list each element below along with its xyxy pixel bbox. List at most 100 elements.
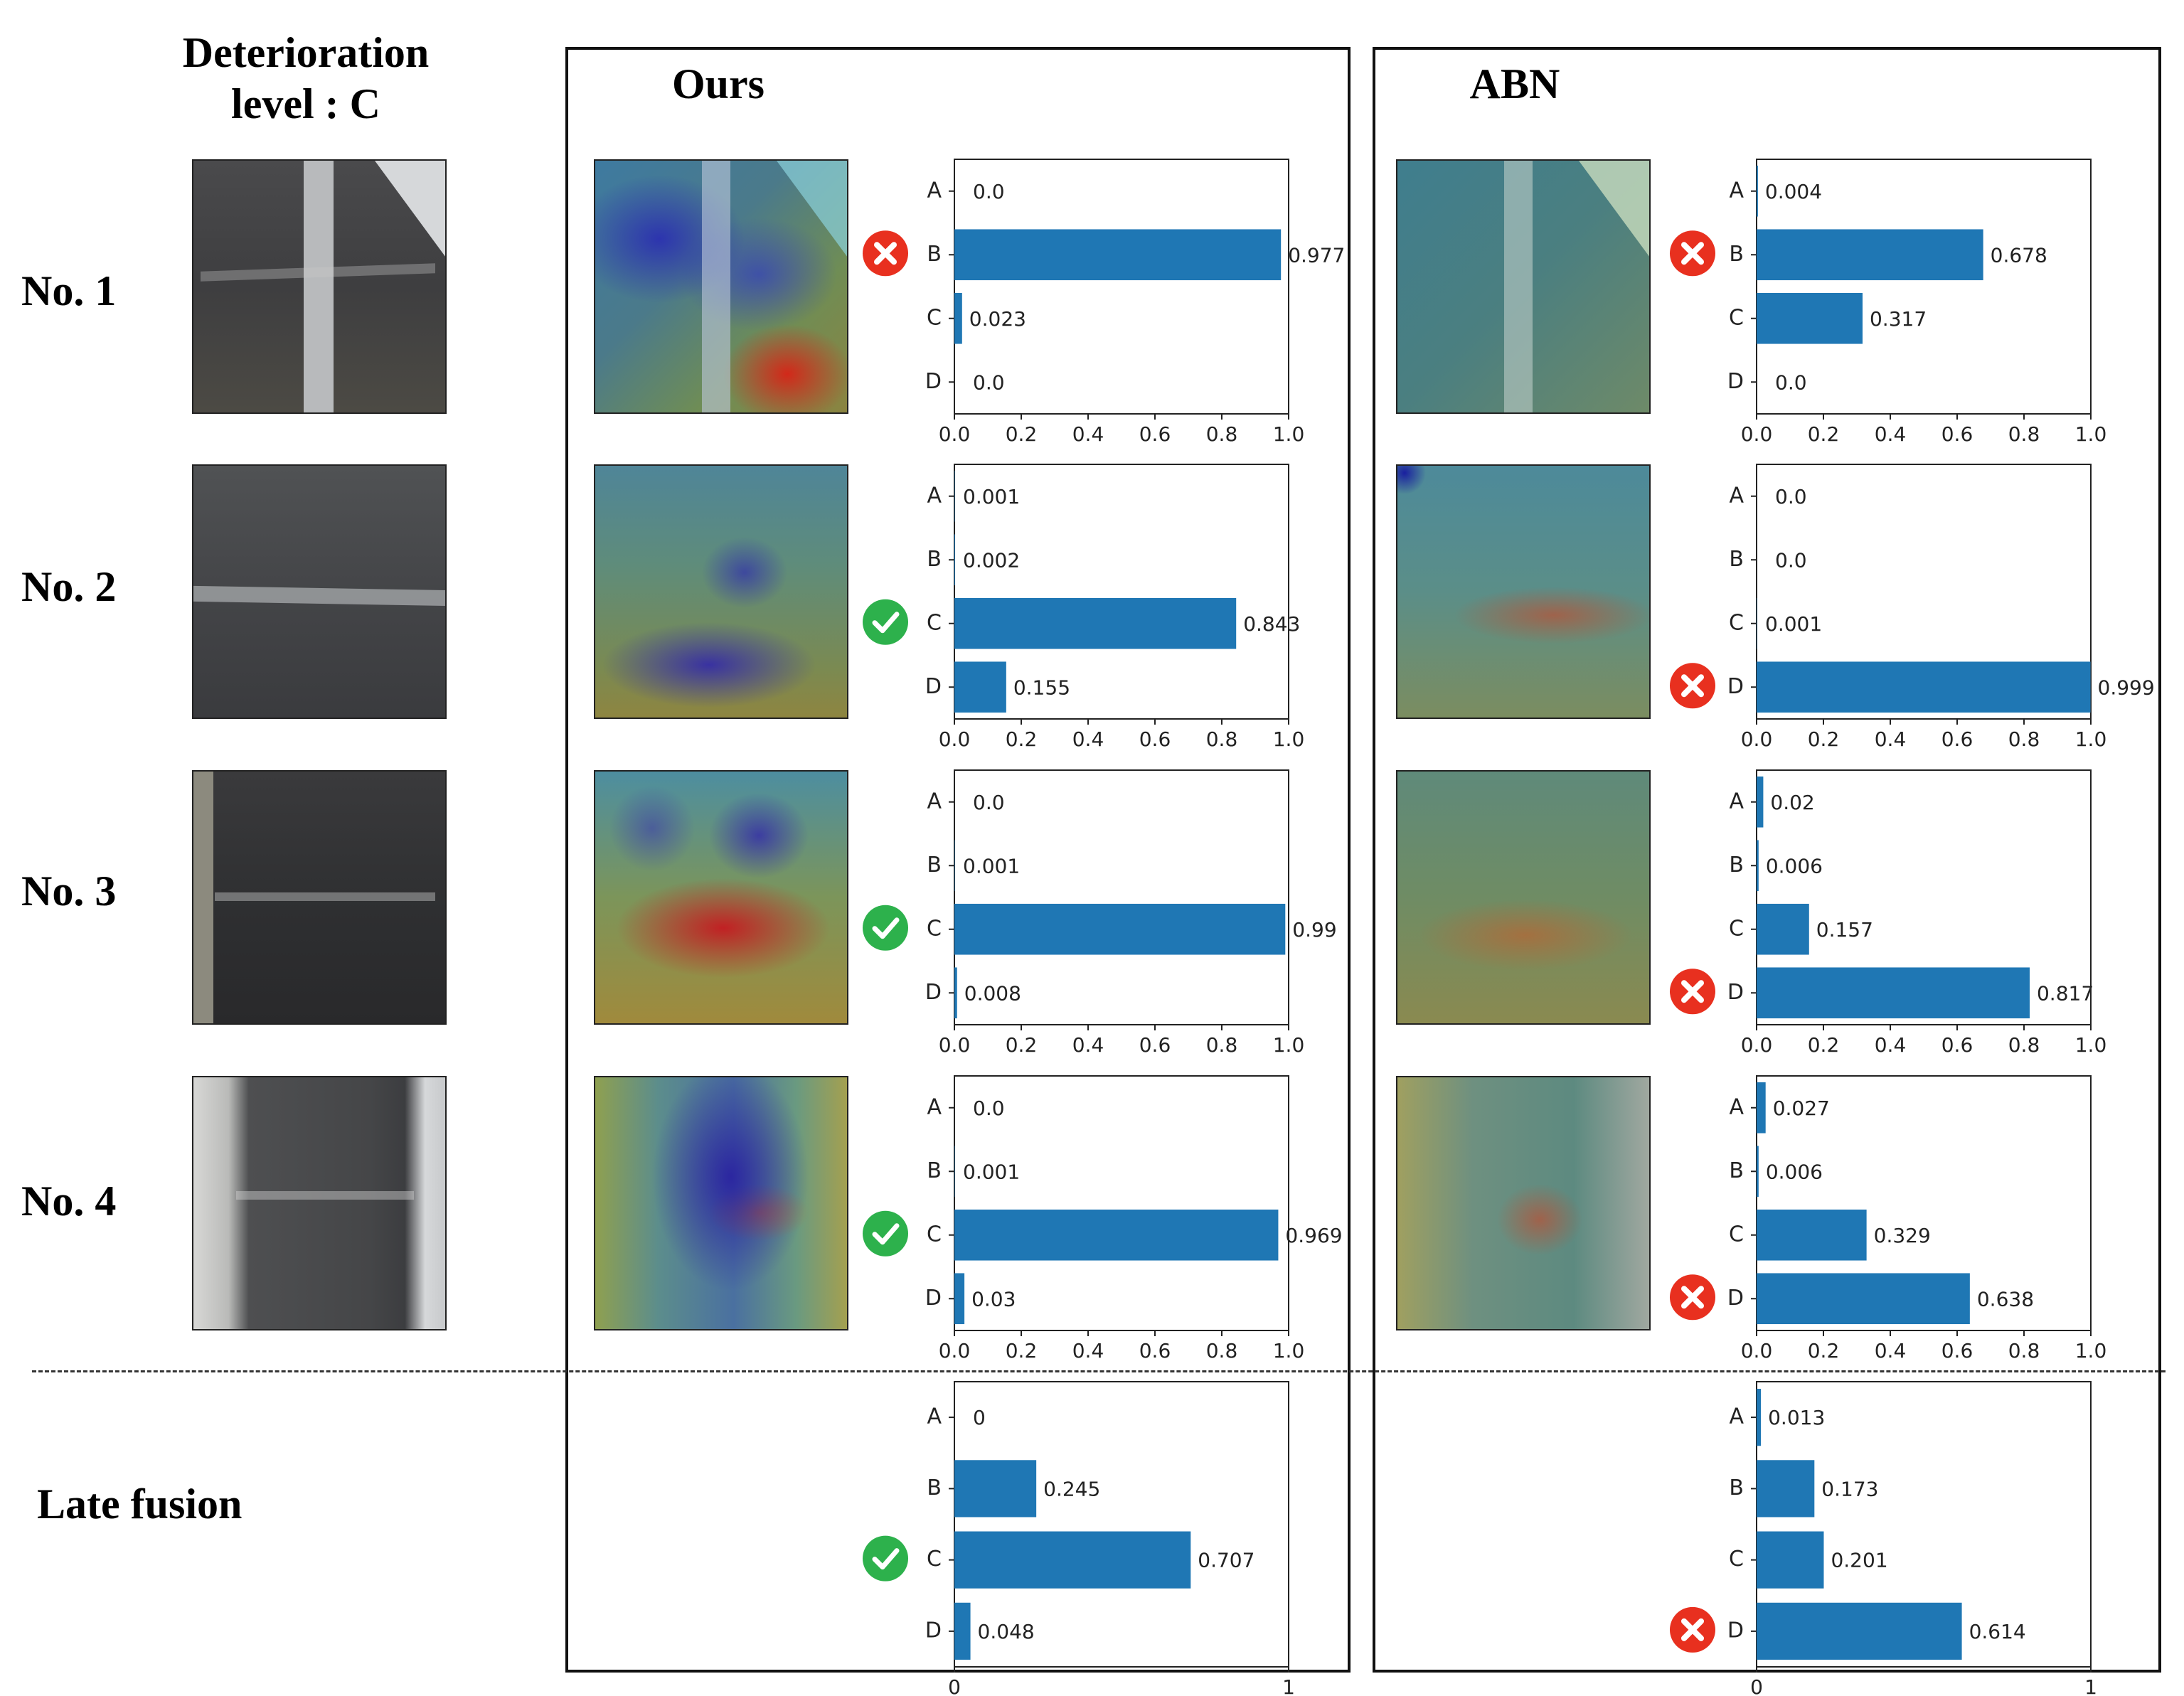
plot-frame xyxy=(1756,1381,2092,1668)
x-tick-label: 0.4 xyxy=(1072,422,1104,446)
x-tick-label: 0.8 xyxy=(1206,422,1238,446)
plot-frame xyxy=(954,159,1289,415)
value-label: 0.02 xyxy=(1770,791,1814,814)
ours-attention-map-no-1 xyxy=(594,159,848,414)
plot-frame xyxy=(1756,1075,2092,1331)
x-tick-label: 0.2 xyxy=(1808,1339,1840,1362)
value-label: 0.969 xyxy=(1285,1224,1342,1247)
chart-ours-no-3: A 0.0 B 0.001 C 0.99 D 0.008 0.0 0.2 0.4 0.6 0.8 1.0 xyxy=(863,769,1337,1057)
value-label: 0.0 xyxy=(973,791,1005,814)
x-tick-label: 0.4 xyxy=(1875,1339,1907,1362)
abn-attention-map-no-4 xyxy=(1396,1076,1651,1330)
chart-abn-no-3: A 0.02 B 0.006 C 0.157 D 0.817 0.0 0.2 0.4 0.6 0.8 1.… xyxy=(1670,769,2106,1057)
bar-C xyxy=(954,597,1237,649)
category-label: C xyxy=(927,916,942,941)
row-label-no-3: No. 3 xyxy=(21,868,117,914)
value-label: 0.027 xyxy=(1773,1097,1830,1120)
bar-B xyxy=(1757,1146,1759,1198)
input-photo-no-2 xyxy=(192,464,447,719)
category-label: B xyxy=(1729,853,1744,878)
category-label: D xyxy=(1727,980,1744,1005)
value-label: 0.0 xyxy=(973,1097,1005,1120)
category-label: A xyxy=(927,483,942,508)
bar-D xyxy=(954,1273,965,1325)
x-tick-label: 0.2 xyxy=(1006,1033,1038,1057)
cross-circle-icon xyxy=(1670,663,1715,709)
category-label: D xyxy=(1727,369,1744,394)
x-tick-label: 1.0 xyxy=(1273,727,1305,751)
value-label: 0.0 xyxy=(1775,485,1807,508)
category-label: A xyxy=(927,178,942,203)
value-label: 0.001 xyxy=(963,854,1020,878)
x-tick-label: 0.0 xyxy=(939,1339,971,1362)
bar-B xyxy=(954,1460,1037,1518)
x-tick-label: 0.8 xyxy=(2008,727,2040,751)
x-tick-label: 0.4 xyxy=(1072,1339,1104,1362)
value-label: 0.317 xyxy=(1870,307,1927,331)
bar-C xyxy=(1757,292,1863,344)
category-label: A xyxy=(1729,483,1744,508)
category-label: D xyxy=(1727,1618,1744,1643)
cross-circle-icon xyxy=(1670,1606,1715,1653)
value-label: 0.614 xyxy=(1969,1620,2026,1643)
value-label: 0.0 xyxy=(973,180,1005,203)
category-label: A xyxy=(1729,1404,1744,1429)
x-tick-label: 0.6 xyxy=(1941,727,1973,751)
x-tick-label: 0.6 xyxy=(1139,1033,1171,1057)
input-photo-no-4 xyxy=(192,1076,447,1330)
bar-A xyxy=(1757,776,1764,828)
x-tick-label: 0.2 xyxy=(1808,727,1840,751)
bar-C xyxy=(954,1531,1191,1589)
chart-abn-no-4: A 0.027 B 0.006 C 0.329 D 0.638 0.0 0.2 0.4 0.6 0.8 1… xyxy=(1670,1075,2106,1362)
x-tick-label: 0.2 xyxy=(1808,422,1840,446)
category-label: B xyxy=(1729,547,1744,572)
category-label: C xyxy=(927,1547,942,1572)
category-label: D xyxy=(925,1618,942,1643)
x-tick-label: 1.0 xyxy=(1273,422,1305,446)
x-tick-label: 0.4 xyxy=(1875,422,1907,446)
x-tick-label: 0.0 xyxy=(1741,422,1773,446)
x-tick-label: 0.8 xyxy=(1206,727,1238,751)
bar-D xyxy=(954,967,957,1019)
x-tick-label: 0.0 xyxy=(939,727,971,751)
late-fusion-separator xyxy=(32,1370,2166,1372)
bar-C xyxy=(954,1209,1279,1261)
bar-C xyxy=(1757,1209,1867,1261)
x-tick-label: 0.0 xyxy=(939,1033,971,1057)
category-label: C xyxy=(1729,1547,1744,1572)
bar-B xyxy=(954,534,955,586)
category-label: A xyxy=(1729,1094,1744,1119)
x-tick-label: 0.6 xyxy=(1941,1339,1973,1362)
x-tick-label: 0.0 xyxy=(1741,727,1773,751)
x-tick-label: 0.8 xyxy=(2008,422,2040,446)
value-label: 0.001 xyxy=(1765,612,1822,636)
ours-attention-map-no-4 xyxy=(594,1076,848,1330)
value-label: 0.173 xyxy=(1821,1477,1878,1500)
chart-abn-late-fusion: A 0.013 B 0.173 C 0.201 D 0.614 0 1 xyxy=(1670,1381,2097,1696)
value-label: 0.013 xyxy=(1768,1406,1825,1429)
category-label: B xyxy=(927,547,942,572)
x-tick-label: 0.6 xyxy=(1941,422,1973,446)
value-label: 0.245 xyxy=(1043,1477,1100,1500)
bar-C xyxy=(1757,903,1809,955)
input-photo-no-1 xyxy=(192,159,447,414)
chart-abn-no-1: A 0.004 B 0.678 C 0.317 D 0.0 0.0 0.2 0.4 0.6 0.8 1.0 xyxy=(1670,159,2106,446)
abn-column-header: ABN xyxy=(1469,60,1560,107)
x-tick-label: 1.0 xyxy=(2075,422,2107,446)
category-label: B xyxy=(927,853,942,878)
chart-ours-late-fusion: A 0 B 0.245 C 0.707 D 0.048 0 1 xyxy=(863,1381,1295,1696)
x-tick-label: 0.2 xyxy=(1006,422,1038,446)
value-label: 0.707 xyxy=(1198,1549,1255,1572)
bar-D xyxy=(1757,1602,1962,1660)
x-tick-label: 0.2 xyxy=(1006,727,1038,751)
category-label: C xyxy=(927,305,942,330)
plot-frame xyxy=(1756,159,2092,415)
bar-A xyxy=(1757,1082,1766,1134)
chart-ours-no-4: A 0.0 B 0.001 C 0.969 D 0.03 0.0 0.2 0.4 0.6 0.8 1.0 xyxy=(863,1075,1343,1362)
x-tick-label: 0.0 xyxy=(939,422,971,446)
category-label: C xyxy=(927,1222,942,1247)
bar-C xyxy=(954,903,1286,955)
plot-frame xyxy=(954,464,1289,720)
value-label: 0.99 xyxy=(1292,918,1336,942)
abn-attention-map-no-3 xyxy=(1396,770,1651,1025)
